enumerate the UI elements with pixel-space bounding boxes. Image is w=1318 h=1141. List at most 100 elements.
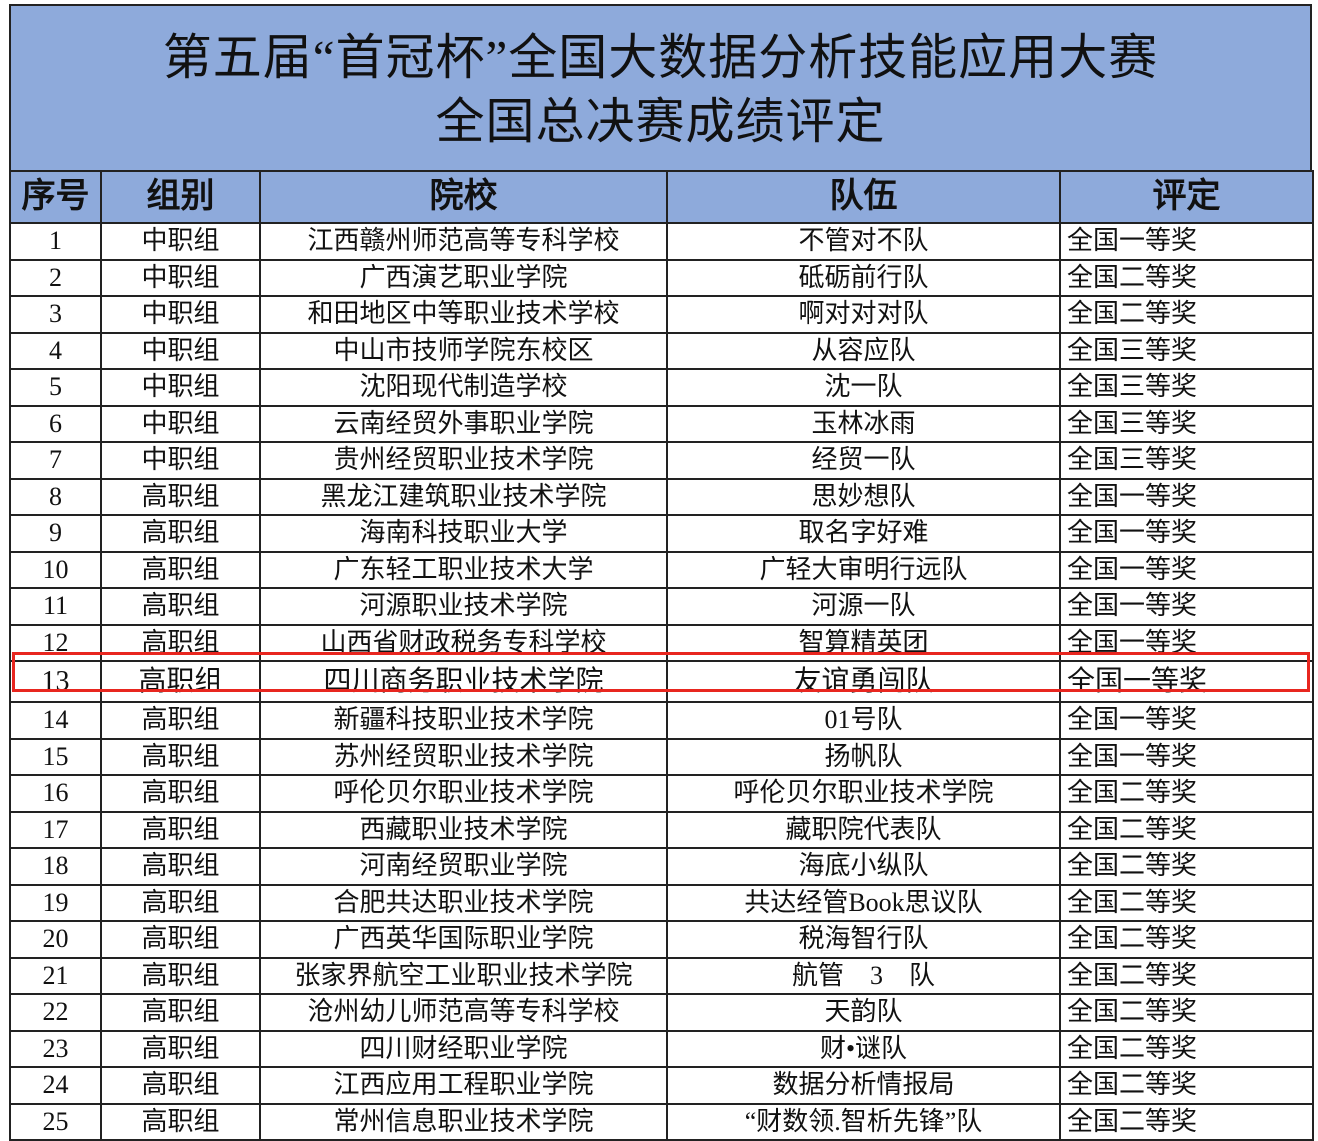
header-school: 院校 <box>259 170 668 224</box>
cell-group: 高职组 <box>100 550 261 589</box>
cell-school: 张家界航空工业职业技术学院 <box>259 956 668 995</box>
cell-school: 沈阳现代制造学校 <box>259 368 668 407</box>
table-row: 24 高职组 江西应用工程职业学院 数据分析情报局 全国二等奖 <box>9 1066 1314 1105</box>
cell-index: 19 <box>9 883 102 922</box>
cell-team: 从容应队 <box>666 331 1061 370</box>
table-row: 14 高职组 新疆科技职业技术学院 01号队 全国一等奖 <box>9 701 1314 740</box>
cell-group: 高职组 <box>100 587 261 626</box>
table-row: 16 高职组 呼伦贝尔职业技术学院 呼伦贝尔职业技术学院 全国二等奖 <box>9 774 1314 813</box>
cell-group: 中职组 <box>100 331 261 370</box>
cell-team: 扬帆队 <box>666 737 1061 776</box>
cell-index: 16 <box>9 774 102 813</box>
cell-school: 沧州幼儿师范高等专科学校 <box>259 993 668 1032</box>
cell-team: 广轻大审明行远队 <box>666 550 1061 589</box>
cell-school: 呼伦贝尔职业技术学院 <box>259 774 668 813</box>
cell-school: 云南经贸外事职业学院 <box>259 404 668 443</box>
cell-team: 税海智行队 <box>666 920 1061 959</box>
cell-group: 高职组 <box>100 847 261 886</box>
cell-index: 17 <box>9 810 102 849</box>
cell-group: 高职组 <box>100 701 261 740</box>
table-row: 13 高职组 四川商务职业技术学院 友谊勇闯队 全国一等奖 <box>9 660 1314 703</box>
cell-school: 合肥共达职业技术学院 <box>259 883 668 922</box>
cell-award: 全国二等奖 <box>1059 847 1314 886</box>
cell-team: 财•谜队 <box>666 1029 1061 1068</box>
cell-award: 全国三等奖 <box>1059 404 1314 443</box>
cell-team: 天韵队 <box>666 993 1061 1032</box>
cell-school: 苏州经贸职业技术学院 <box>259 737 668 776</box>
cell-award: 全国一等奖 <box>1059 623 1314 662</box>
cell-team: 友谊勇闯队 <box>666 660 1061 703</box>
cell-group: 高职组 <box>100 883 261 922</box>
table-row: 3 中职组 和田地区中等职业技术学校 啊对对对队 全国二等奖 <box>9 295 1314 334</box>
title-line-2: 全国总决赛成绩评定 <box>435 94 886 149</box>
cell-group: 高职组 <box>100 514 261 553</box>
cell-team: 思妙想队 <box>666 477 1061 516</box>
cell-index: 18 <box>9 847 102 886</box>
cell-team: “财数领.智析先锋”队 <box>666 1102 1061 1141</box>
cell-team: 取名字好难 <box>666 514 1061 553</box>
header-index: 序号 <box>9 170 102 224</box>
table-row: 17 高职组 西藏职业技术学院 藏职院代表队 全国二等奖 <box>9 810 1314 849</box>
cell-index: 24 <box>9 1066 102 1105</box>
cell-award: 全国一等奖 <box>1059 737 1314 776</box>
table-row: 11 高职组 河源职业技术学院 河源一队 全国一等奖 <box>9 587 1314 626</box>
cell-team: 智算精英团 <box>666 623 1061 662</box>
results-sheet: 第五届“首冠杯”全国大数据分析技能应用大赛 全国总决赛成绩评定 序号 组别 院校… <box>9 4 1314 1141</box>
cell-school: 西藏职业技术学院 <box>259 810 668 849</box>
cell-index: 15 <box>9 737 102 776</box>
cell-school: 江西应用工程职业学院 <box>259 1066 668 1105</box>
table-row: 5 中职组 沈阳现代制造学校 沈一队 全国三等奖 <box>9 368 1314 407</box>
header-award: 评定 <box>1059 170 1314 224</box>
cell-index: 10 <box>9 550 102 589</box>
cell-index: 23 <box>9 1029 102 1068</box>
header-group: 组别 <box>100 170 261 224</box>
title-line-1: 第五届“首冠杯”全国大数据分析技能应用大赛 <box>162 30 1159 85</box>
cell-index: 8 <box>9 477 102 516</box>
cell-school: 江西赣州师范高等专科学校 <box>259 222 668 261</box>
cell-team: 经贸一队 <box>666 441 1061 480</box>
cell-school: 海南科技职业大学 <box>259 514 668 553</box>
cell-group: 中职组 <box>100 295 261 334</box>
cell-award: 全国二等奖 <box>1059 920 1314 959</box>
cell-award: 全国二等奖 <box>1059 258 1314 297</box>
cell-school: 广西英华国际职业学院 <box>259 920 668 959</box>
table-row: 21 高职组 张家界航空工业职业技术学院 航管 3 队全国二等奖 <box>9 956 1314 995</box>
cell-school: 广东轻工职业技术大学 <box>259 550 668 589</box>
cell-team: 砥砺前行队 <box>666 258 1061 297</box>
cell-group: 高职组 <box>100 920 261 959</box>
cell-group: 高职组 <box>100 993 261 1032</box>
cell-school: 黑龙江建筑职业技术学院 <box>259 477 668 516</box>
cell-school: 新疆科技职业技术学院 <box>259 701 668 740</box>
cell-index: 6 <box>9 404 102 443</box>
cell-team: 共达经管Book思议队 <box>666 883 1061 922</box>
table-row: 15 高职组 苏州经贸职业技术学院 扬帆队 全国一等奖 <box>9 737 1314 776</box>
cell-group: 高职组 <box>100 623 261 662</box>
cell-award: 全国二等奖 <box>1059 993 1314 1032</box>
cell-school: 河源职业技术学院 <box>259 587 668 626</box>
cell-index: 9 <box>9 514 102 553</box>
cell-index: 7 <box>9 441 102 480</box>
table-row: 6 中职组 云南经贸外事职业学院 玉林冰雨 全国三等奖 <box>9 404 1314 443</box>
cell-award: 全国二等奖 <box>1059 1029 1314 1068</box>
cell-award: 全国三等奖 <box>1059 368 1314 407</box>
cell-group: 高职组 <box>100 1029 261 1068</box>
cell-index: 2 <box>9 258 102 297</box>
results-table: 序号 组别 院校 队伍 评定 1 中职组 江西赣州师范高等专科学校 不管对不队 全国一等… <box>9 170 1314 1141</box>
cell-group: 高职组 <box>100 737 261 776</box>
table-row: 25 高职组 常州信息职业技术学院 “财数领.智析先锋”队 全国二等奖 <box>9 1102 1314 1141</box>
table-row: 10 高职组 广东轻工职业技术大学 广轻大审明行远队 全国一等奖 <box>9 550 1314 589</box>
cell-school: 广西演艺职业学院 <box>259 258 668 297</box>
cell-index: 3 <box>9 295 102 334</box>
cell-award: 全国一等奖 <box>1059 222 1314 261</box>
table-row: 1 中职组 江西赣州师范高等专科学校 不管对不队 全国一等奖 <box>9 222 1314 261</box>
cell-school: 常州信息职业技术学院 <box>259 1102 668 1141</box>
cell-school: 中山市技师学院东校区 <box>259 331 668 370</box>
cell-index: 20 <box>9 920 102 959</box>
table-row: 4 中职组 中山市技师学院东校区 从容应队 全国三等奖 <box>9 331 1314 370</box>
sheet-title: 第五届“首冠杯”全国大数据分析技能应用大赛 全国总决赛成绩评定 <box>9 4 1312 170</box>
cell-school: 四川财经职业学院 <box>259 1029 668 1068</box>
table-row: 7 中职组 贵州经贸职业技术学院 经贸一队 全国三等奖 <box>9 441 1314 480</box>
cell-award: 全国一等奖 <box>1059 477 1314 516</box>
table-row: 8 高职组 黑龙江建筑职业技术学院 思妙想队 全国一等奖 <box>9 477 1314 516</box>
header-row: 序号 组别 院校 队伍 评定 <box>9 170 1314 224</box>
